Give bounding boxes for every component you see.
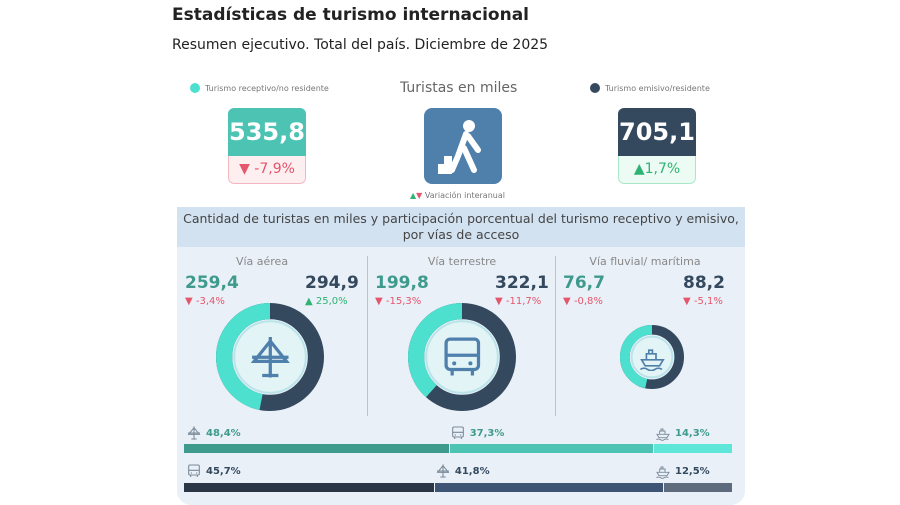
- kpi-emissive: 705,1 ▲1,7%: [618, 108, 696, 184]
- share-segment: [664, 483, 733, 492]
- legend-emissive: Turismo emisivo/residente: [590, 83, 710, 93]
- bus-icon: [444, 337, 480, 376]
- kpi-emissive-change-text: 1,7%: [644, 161, 681, 177]
- share-label: 48,4%: [186, 425, 241, 441]
- legend-receptive: Turismo receptivo/no residente: [190, 83, 329, 93]
- legend-receptive-label: Turismo receptivo/no residente: [205, 83, 329, 93]
- emissive-change: ▼ -11,7%: [495, 296, 542, 307]
- share-label-text: 12,5%: [675, 465, 710, 477]
- emissive-change-text: 25,0%: [315, 296, 348, 307]
- kpi-receptive-change-text: -7,9%: [254, 161, 295, 177]
- kpi-emissive-change: ▲1,7%: [618, 156, 696, 184]
- bus-icon: [451, 426, 464, 439]
- column-title: Vía terrestre: [427, 255, 497, 268]
- receptive-change: ▼ -0,8%: [563, 296, 603, 307]
- donut-chart: [408, 303, 516, 411]
- kpi-receptive: 535,8 ▼ -7,9%: [228, 108, 306, 184]
- ship-icon: [656, 466, 670, 479]
- bus-icon: [188, 464, 200, 477]
- page-subtitle: Resumen ejecutivo. Total del país. Dicie…: [172, 37, 549, 53]
- receptive-dot-icon: [190, 83, 200, 93]
- donut-chart: [620, 325, 684, 389]
- kpi-receptive-value: 535,8: [228, 108, 306, 156]
- kpi-emissive-value: 705,1: [618, 108, 696, 156]
- share-bar-emissive: [184, 483, 733, 492]
- variation-legend: ▲▼ Variación interanual: [410, 191, 505, 200]
- share-bar-receptive: [184, 444, 733, 453]
- receptive-value: 199,8: [375, 273, 429, 293]
- bus-icon-wrap: [438, 333, 487, 386]
- airplane-icon-wrap: [246, 333, 295, 386]
- share-segment: [654, 444, 733, 453]
- pedestrian-icon: [424, 108, 502, 184]
- ship-icon: [639, 348, 665, 372]
- emissive-value: 88,2: [683, 273, 725, 293]
- receptive-value: 76,7: [563, 273, 605, 293]
- share-label-text: 37,3%: [469, 427, 505, 439]
- share-segment: [184, 444, 450, 453]
- airplane-icon: [250, 336, 290, 378]
- emissive-change: ▲ 25,0%: [305, 296, 348, 307]
- receptive-change-text: -0,8%: [573, 296, 603, 307]
- donut-receptive: [620, 325, 684, 389]
- variation-legend-label: Variación interanual: [424, 191, 505, 200]
- share-label-text: 48,4%: [206, 427, 241, 439]
- share-label: 45,7%: [186, 463, 241, 479]
- donut-center: [630, 335, 674, 379]
- center-title: Turistas en miles: [400, 80, 518, 96]
- donut-center: [425, 320, 499, 394]
- donut-receptive: [216, 303, 324, 411]
- airplane-icon: [187, 426, 201, 440]
- emissive-value: 294,9: [305, 273, 359, 293]
- kpi-receptive-change: ▼ -7,9%: [228, 156, 306, 184]
- emissive-change-text: -5,1%: [693, 296, 723, 307]
- ship-icon-wrap: [638, 343, 667, 376]
- page-title: Estadísticas de turismo internacional: [172, 5, 529, 25]
- receptive-change-text: -15,3%: [385, 296, 422, 307]
- column-title: Vía aérea: [235, 255, 289, 268]
- ship-icon: [656, 428, 670, 441]
- share-label-text: 14,3%: [675, 427, 710, 439]
- donut-receptive: [408, 303, 516, 411]
- receptive-change: ▼ -15,3%: [375, 296, 422, 307]
- legend-emissive-label: Turismo emisivo/residente: [605, 83, 710, 93]
- emissive-value: 322,1: [495, 273, 549, 293]
- share-segment: [184, 483, 435, 492]
- emissive-dot-icon: [590, 83, 600, 93]
- share-label: 14,3%: [655, 425, 710, 441]
- share-label: 12,5%: [655, 463, 710, 479]
- share-segment: [434, 483, 665, 492]
- emissive-change-text: -11,7%: [505, 296, 542, 307]
- share-label: 41,8%: [435, 463, 490, 479]
- share-label-text: 45,7%: [206, 465, 241, 477]
- share-segment: [449, 444, 655, 453]
- share-label: 37,3%: [450, 425, 505, 441]
- column-title: Vía fluvial/ marítima: [589, 255, 701, 268]
- receptive-change: ▼ -3,4%: [185, 296, 225, 307]
- share-label-text: 41,8%: [454, 465, 490, 477]
- emissive-change: ▼ -5,1%: [683, 296, 723, 307]
- panel-title: Cantidad de turistas en miles y particip…: [177, 207, 745, 247]
- divider: [555, 256, 556, 416]
- airplane-icon: [436, 464, 450, 478]
- divider: [367, 256, 368, 416]
- receptive-change-text: -3,4%: [195, 296, 225, 307]
- receptive-value: 259,4: [185, 273, 239, 293]
